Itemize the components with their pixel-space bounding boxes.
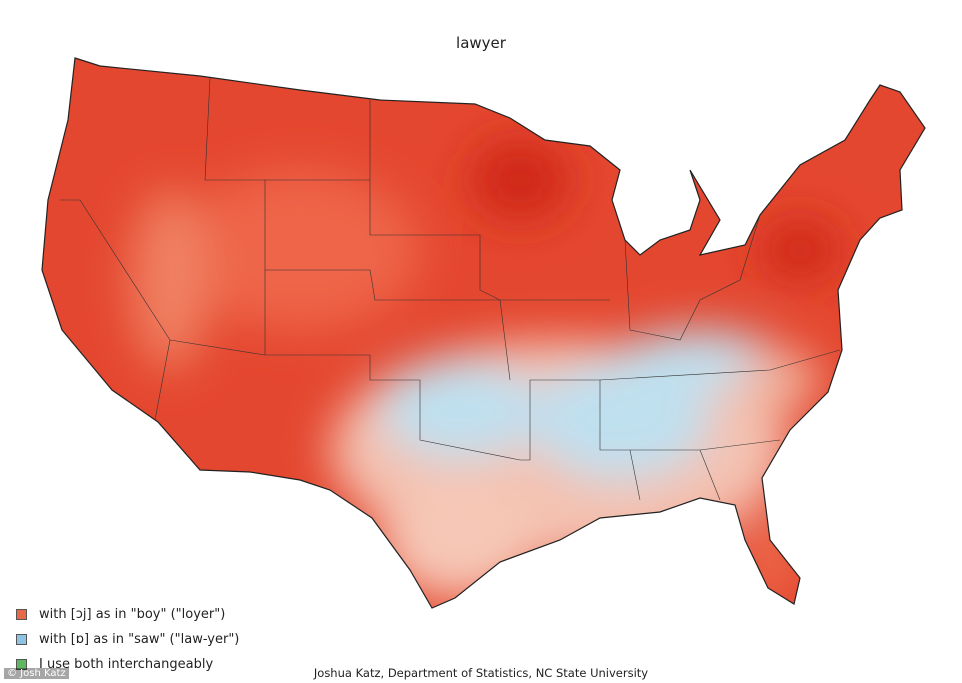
legend-swatch — [16, 609, 27, 620]
map-title: lawyer — [456, 34, 506, 52]
credit: Joshua Katz, Department of Statistics, N… — [313, 666, 649, 680]
legend-item: I use both interchangeably — [16, 652, 239, 677]
legend-label: I use both interchangeably — [39, 657, 214, 672]
watermark: © Josh Katz — [4, 668, 69, 679]
legend-label: with [ɒ] as in "saw" ("law-yer") — [39, 632, 240, 647]
legend-swatch — [16, 659, 27, 670]
state-borders — [60, 77, 841, 501]
legend-label: with [ɔj] as in "boy" ("loyer") — [39, 607, 226, 622]
legend-item: with [ɔj] as in "boy" ("loyer") — [16, 602, 239, 627]
legend: with [ɔj] as in "boy" ("loyer") with [ɒ] … — [16, 602, 239, 677]
legend-swatch — [16, 634, 27, 645]
legend-item: with [ɒ] as in "saw" ("law-yer") — [16, 627, 239, 652]
